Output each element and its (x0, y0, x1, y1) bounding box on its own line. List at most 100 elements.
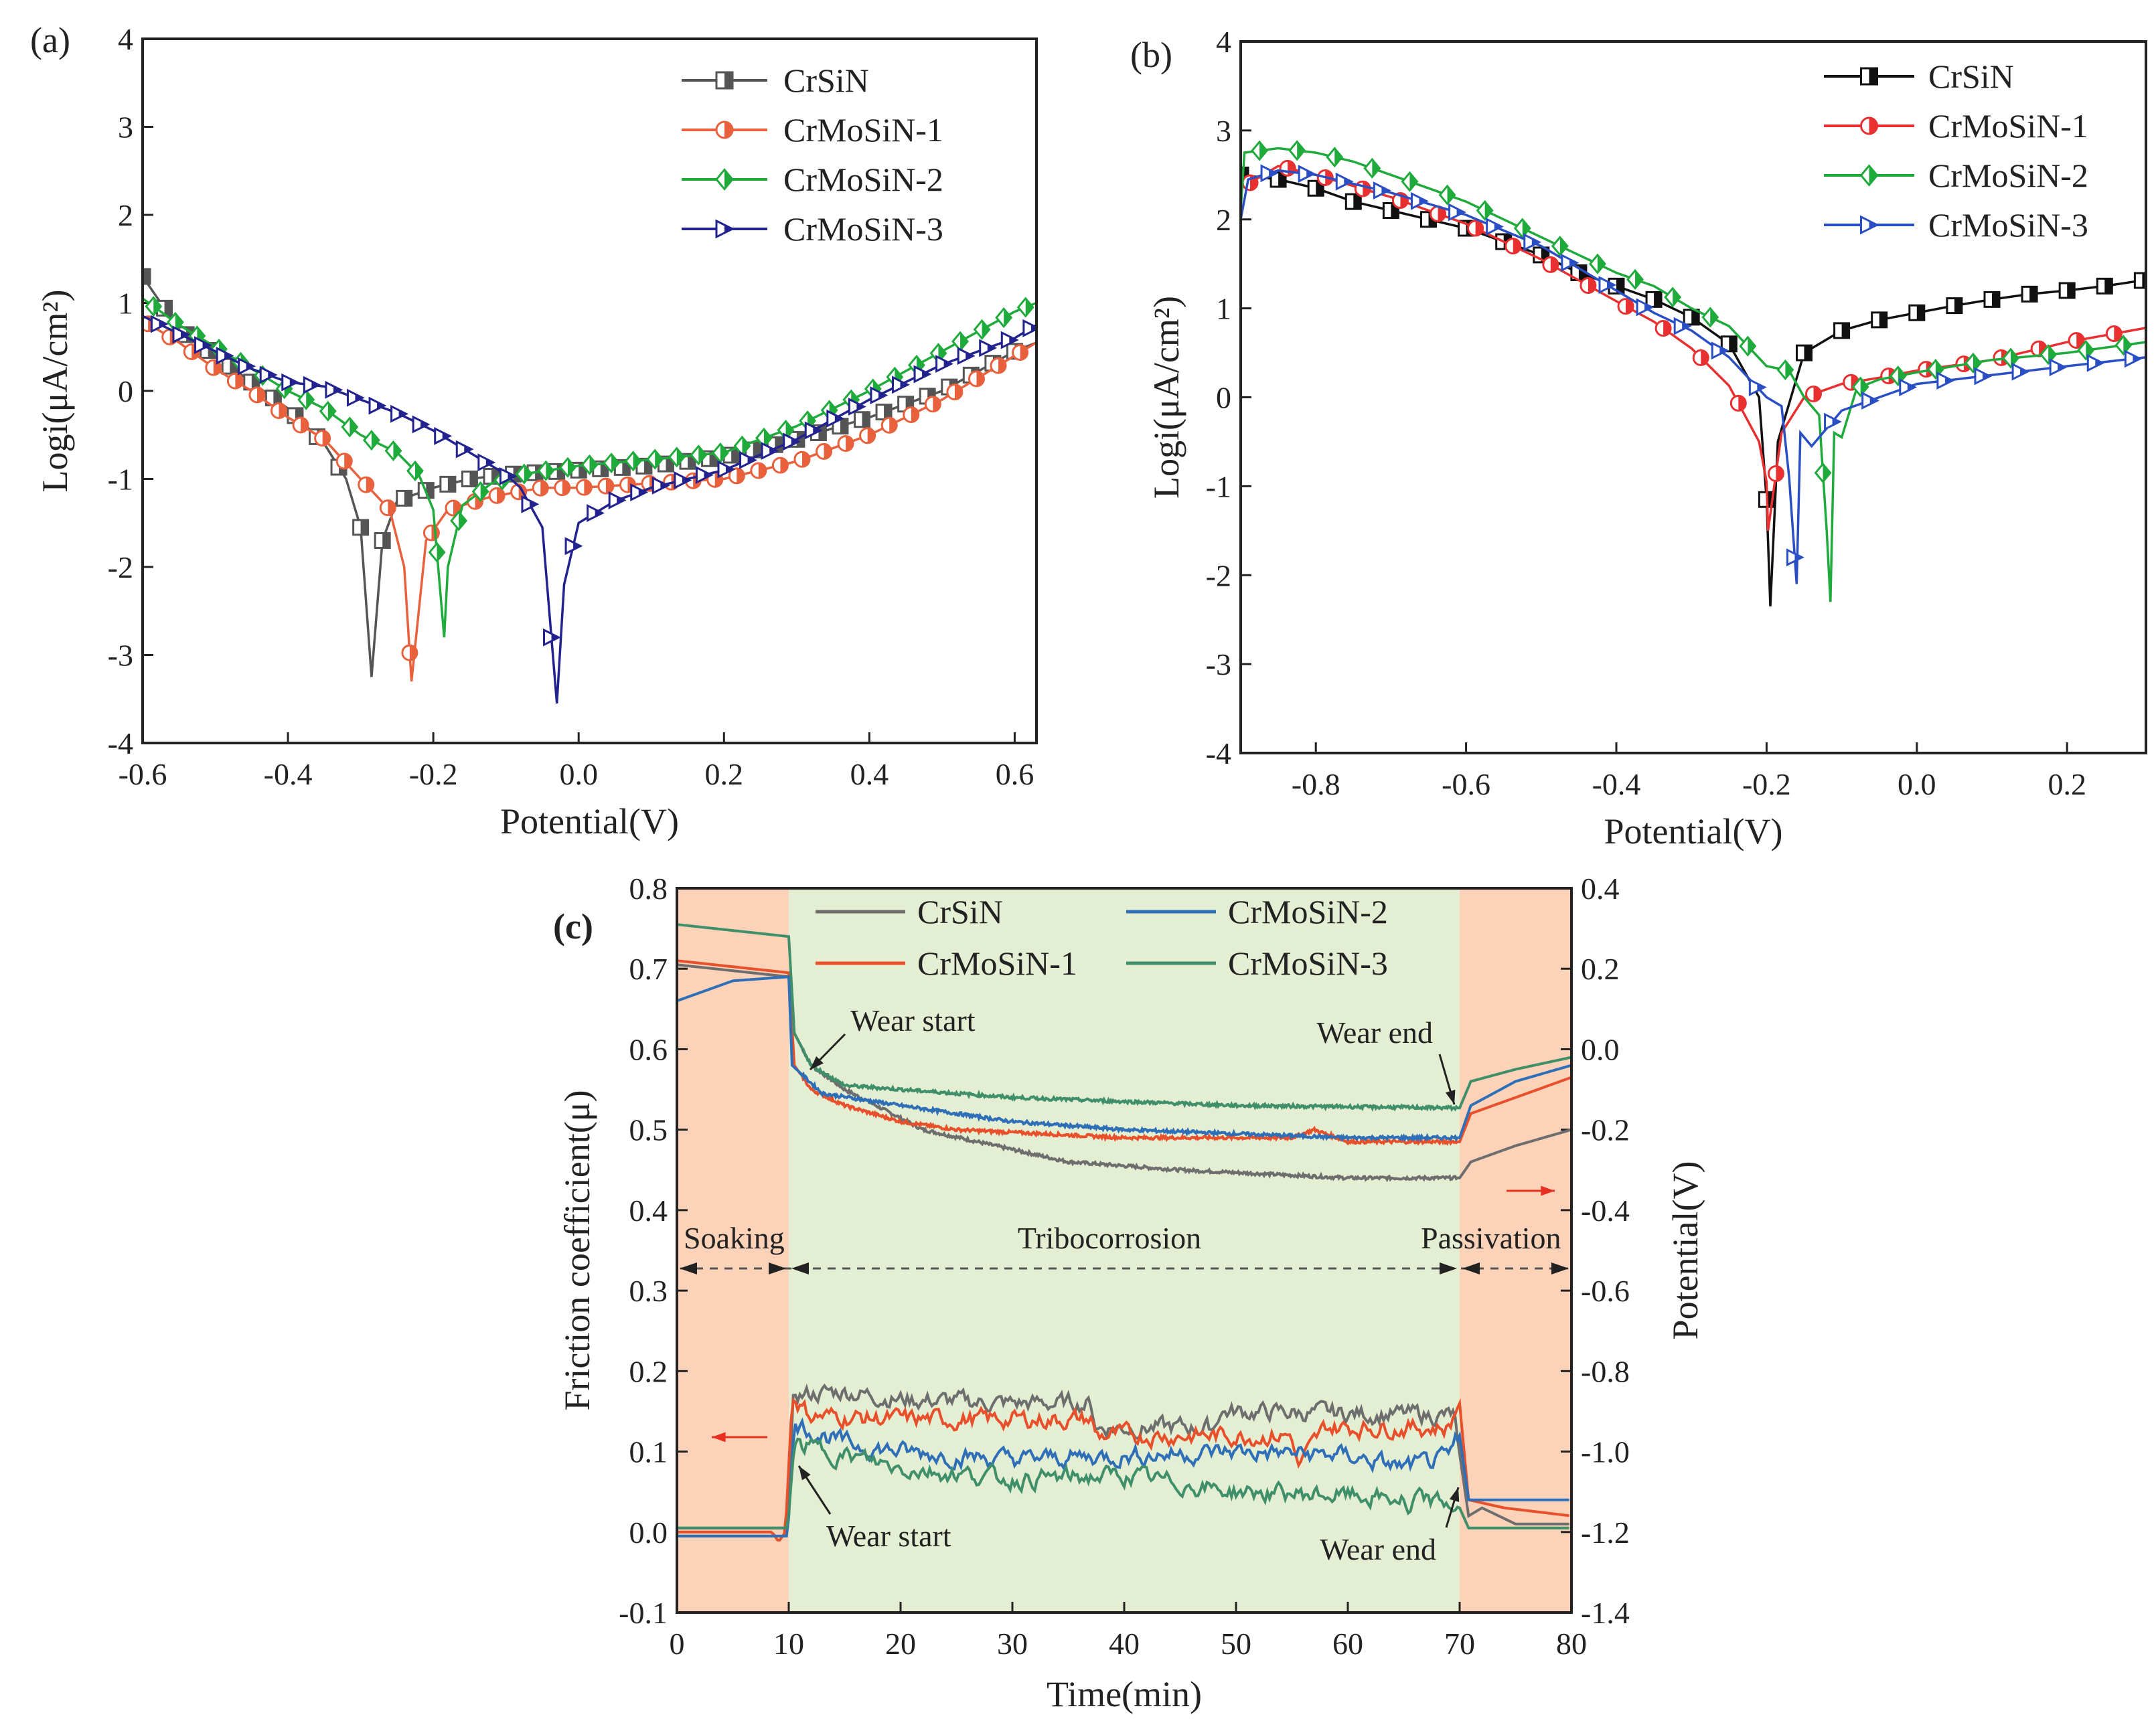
marker-triangle (1486, 218, 1505, 236)
plot-frame (1239, 40, 2147, 754)
arrowhead (791, 1262, 809, 1274)
marker-triangle-fill (485, 459, 493, 467)
marker-circle-fill (724, 122, 733, 138)
y-tick-label: 1 (118, 286, 133, 321)
marker-triangle-fill (726, 465, 734, 473)
marker-circle-fill (1626, 299, 1634, 314)
marker-triangle-fill (508, 472, 516, 480)
series-crmosin-1 (143, 315, 1036, 682)
y-tick-label: 2 (1216, 203, 1231, 237)
marker-square-fill (164, 301, 172, 316)
marker-diamond-fill (1973, 354, 1981, 372)
arrow-head (799, 1466, 811, 1481)
legend-label: CrMoSiN-2 (1928, 157, 2088, 194)
marker-diamond-fill (960, 332, 968, 351)
legend-label: CrMoSiN-1 (917, 944, 1077, 982)
series-line (1241, 173, 2146, 606)
legend-item: CrSiN (682, 62, 869, 99)
marker-circle-fill (758, 463, 766, 479)
marker-triangle-fill (289, 378, 297, 386)
marker-diamond-fill (1673, 288, 1681, 307)
marker-triangle-fill (878, 392, 886, 400)
x-tick-label: 70 (1444, 1627, 1475, 1661)
legend-label: CrMoSiN-1 (783, 111, 943, 149)
marker-triangle-fill (791, 438, 799, 446)
marker-triangle-fill (1009, 336, 1017, 344)
y-right-tick-label: -0.8 (1581, 1354, 1630, 1388)
arrowhead (680, 1262, 697, 1274)
marker-diamond-fill (742, 436, 750, 455)
marker-circle-fill (279, 403, 287, 418)
marker-triangle-fill (333, 386, 341, 394)
legend: CrSiN CrMoSiN-1 CrMoSiN-2 CrMoSiN-3 (1824, 58, 2088, 244)
marker-square-fill (360, 519, 368, 535)
region-passivation (1460, 888, 1571, 1613)
marker-diamond-fill (1334, 148, 1342, 166)
marker-triangle (674, 471, 692, 489)
marker-triangle-fill (1531, 238, 1539, 246)
x-tick-label: -0.4 (1592, 767, 1641, 801)
marker-diamond-fill (1597, 254, 1605, 273)
x-tick-label: 0 (670, 1627, 685, 1661)
legend-label: CrMoSiN-2 (1228, 893, 1388, 930)
chart-a-polarization: -0.6 -0.4 -0.2 0.0 0.2 0.4 0.6 -4 -3 -2 -1 0 1 2 3 4 CrS… (30, 20, 1038, 841)
marker-triangle (891, 376, 910, 394)
plot-frame (141, 37, 1038, 744)
marker-diamond-fill (982, 321, 990, 339)
marker-diamond-fill (611, 454, 619, 472)
marker-diamond-fill (720, 444, 728, 462)
y-axis-label: Logi(μA/cm²) (1146, 296, 1186, 499)
marker-triangle-fill (159, 320, 167, 328)
x-tick-label: -0.4 (264, 757, 313, 791)
x-tick-label: -0.6 (119, 757, 167, 791)
marker-triangle-fill (943, 360, 951, 368)
marker-triangle-fill (617, 496, 625, 504)
y-tick-label: 3 (1216, 114, 1231, 148)
marker-triangle-fill (1982, 372, 1990, 380)
marker-triangle (564, 537, 583, 556)
legend: CrSiN CrMoSiN-1 CrMoSiN-2 CrMoSiN-3 (816, 893, 1388, 982)
series-crsin (143, 268, 1036, 677)
marker-triangle (455, 440, 474, 459)
marker-circle-fill (409, 645, 417, 661)
arrow-head (1445, 1090, 1456, 1104)
marker-circle-fill (322, 430, 330, 446)
x-tick-label: 0.4 (850, 757, 889, 791)
chart-b-polarization: -0.8 -0.6 -0.4 -0.2 0.0 0.2 -4 -3 -2 -1 0 1 2 3 4 CrSiN… (1130, 25, 2147, 851)
x-tick-label: 20 (885, 1627, 916, 1661)
arrow-left-axis-indicator (712, 1432, 767, 1442)
legend-item: CrMoSiN-1 (682, 111, 943, 149)
marker-diamond-fill (393, 442, 401, 460)
potential-line (677, 959, 1571, 1146)
marker-triangle-fill (1644, 303, 1652, 311)
marker-triangle-fill (2020, 367, 2028, 376)
marker-square-fill (1654, 292, 1662, 307)
marker-diamond-fill (1447, 186, 1455, 204)
marker-circle-fill (605, 479, 613, 494)
marker-triangle (1598, 276, 1617, 295)
y-axis-label: Friction coefficient(μ) (557, 1090, 597, 1410)
y-right-tick-label: -1.0 (1581, 1435, 1630, 1469)
panel-label: (b) (1130, 35, 1172, 75)
annotation-wear-start-bottom: Wear start (826, 1519, 951, 1553)
marker-triangle-fill (724, 225, 733, 233)
x-tick-label: 10 (773, 1627, 804, 1661)
marker-triangle-fill (834, 414, 842, 422)
marker-triangle (499, 467, 518, 485)
arrowhead (1462, 1262, 1480, 1274)
y-tick-label: 0 (118, 374, 133, 408)
marker-diamond-fill (724, 169, 733, 189)
series-crmosin-2 (143, 296, 1036, 638)
y-tick-label: 0.7 (629, 952, 668, 986)
marker-triangle (1448, 203, 1466, 222)
legend-label: CrSiN (783, 62, 869, 99)
marker-diamond-fill (763, 429, 771, 447)
y-tick-label: 0.3 (629, 1274, 668, 1308)
marker-circle-fill (1776, 466, 1784, 481)
marker-triangle-fill (747, 456, 755, 464)
marker-diamond-fill (785, 421, 793, 439)
x-tick-label: -0.2 (409, 757, 458, 791)
marker-circle-fill (1738, 396, 1746, 411)
marker-square-fill (1991, 292, 1999, 307)
marker-square-fill (1804, 345, 1812, 361)
